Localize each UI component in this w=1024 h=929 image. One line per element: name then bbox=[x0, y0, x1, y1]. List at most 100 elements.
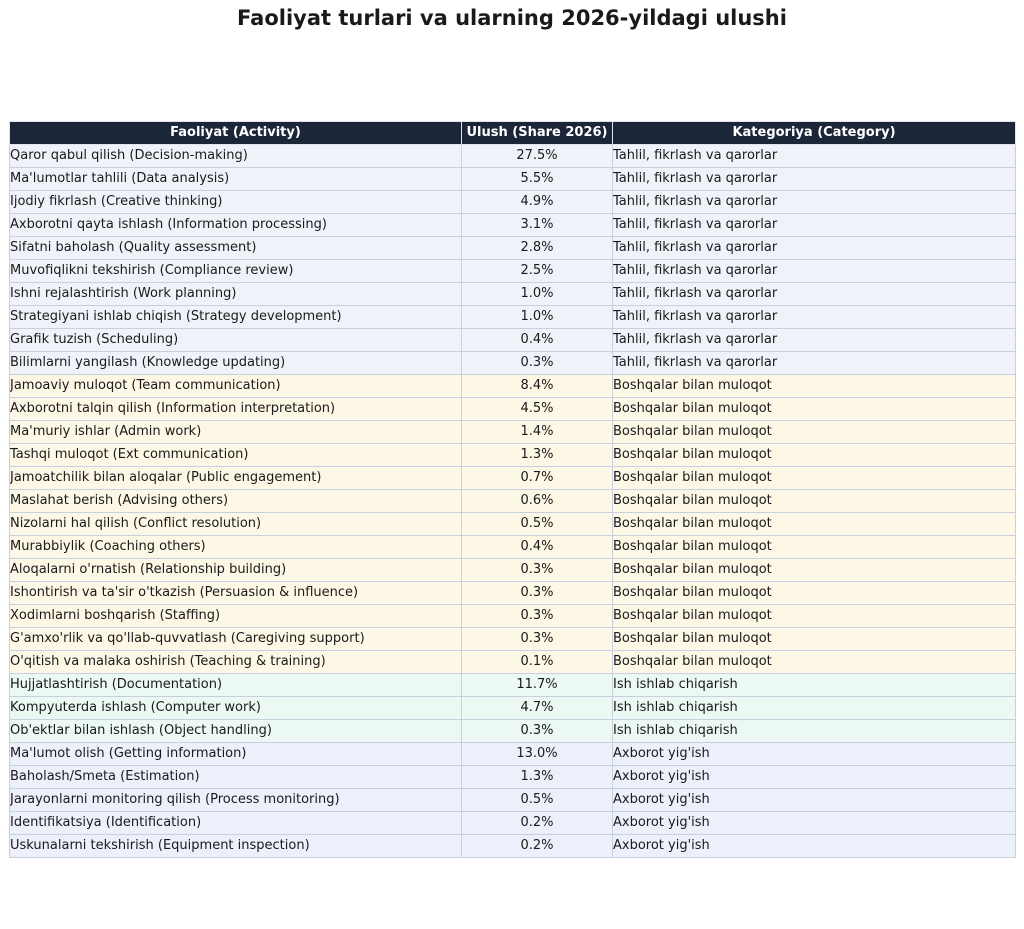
activity-cell: Ijodiy fikrlash (Creative thinking) bbox=[9, 190, 462, 214]
share-cell: 8.4% bbox=[461, 374, 613, 398]
table-row: G'amxo'rlik va qo'llab-quvvatlash (Careg… bbox=[9, 627, 1016, 651]
table-row: Muvofiqlikni tekshirish (Compliance revi… bbox=[9, 259, 1016, 283]
table-row: Ma'muriy ishlar (Admin work) 1.4% Boshqala… bbox=[9, 420, 1016, 444]
share-cell: 4.9% bbox=[461, 190, 613, 214]
share-cell: 0.2% bbox=[461, 811, 613, 835]
table-row: Bilimlarni yangilash (Knowledge updating… bbox=[9, 351, 1016, 375]
activity-cell: Ma'lumot olish (Getting information) bbox=[9, 742, 462, 766]
share-cell: 1.3% bbox=[461, 443, 613, 467]
category-cell: Tahlil, fikrlash va qarorlar bbox=[612, 144, 1016, 168]
category-cell: Axborot yig'ish bbox=[612, 811, 1016, 835]
table-row: Grafik tuzish (Scheduling) 0.4% Tahlil, fi… bbox=[9, 328, 1016, 352]
activity-cell: Sifatni baholash (Quality assessment) bbox=[9, 236, 462, 260]
category-cell: Boshqalar bilan muloqot bbox=[612, 581, 1016, 605]
activity-cell: Ma'muriy ishlar (Admin work) bbox=[9, 420, 462, 444]
category-cell: Boshqalar bilan muloqot bbox=[612, 466, 1016, 490]
activity-cell: Bilimlarni yangilash (Knowledge updating… bbox=[9, 351, 462, 375]
category-cell: Boshqalar bilan muloqot bbox=[612, 374, 1016, 398]
category-cell: Axborot yig'ish bbox=[612, 765, 1016, 789]
table-row: Jamoatchilik bilan aloqalar (Public enga… bbox=[9, 466, 1016, 490]
activity-cell: Maslahat berish (Advising others) bbox=[9, 489, 462, 513]
category-cell: Tahlil, fikrlash va qarorlar bbox=[612, 282, 1016, 306]
share-cell: 1.3% bbox=[461, 765, 613, 789]
share-cell: 0.3% bbox=[461, 351, 613, 375]
category-cell: Tahlil, fikrlash va qarorlar bbox=[612, 305, 1016, 329]
activity-cell: O'qitish va malaka oshirish (Teaching & … bbox=[9, 650, 462, 674]
table-row: O'qitish va malaka oshirish (Teaching & … bbox=[9, 650, 1016, 674]
share-cell: 0.2% bbox=[461, 834, 613, 858]
activity-cell: Aloqalarni o'rnatish (Relationship build… bbox=[9, 558, 462, 582]
activity-cell: Nizolarni hal qilish (Conflict resolutio… bbox=[9, 512, 462, 536]
share-cell: 11.7% bbox=[461, 673, 613, 697]
share-cell: 27.5% bbox=[461, 144, 613, 168]
category-cell: Boshqalar bilan muloqot bbox=[612, 650, 1016, 674]
share-cell: 2.8% bbox=[461, 236, 613, 260]
category-cell: Ish ishlab chiqarish bbox=[612, 673, 1016, 697]
share-cell: 2.5% bbox=[461, 259, 613, 283]
table-row: Ishni rejalashtirish (Work planning) 1.0%… bbox=[9, 282, 1016, 306]
share-cell: 0.5% bbox=[461, 512, 613, 536]
category-cell: Boshqalar bilan muloqot bbox=[612, 604, 1016, 628]
category-cell: Boshqalar bilan muloqot bbox=[612, 627, 1016, 651]
category-cell: Tahlil, fikrlash va qarorlar bbox=[612, 167, 1016, 191]
column-header-activity: Faoliyat (Activity) bbox=[9, 121, 462, 145]
table-row: Uskunalarni tekshirish (Equipment inspec… bbox=[9, 834, 1016, 858]
table-row: Ma'lumot olish (Getting information) 13.0… bbox=[9, 742, 1016, 766]
share-cell: 0.3% bbox=[461, 719, 613, 743]
table-header-row: Faoliyat (Activity) Ulush (Share 2026) K… bbox=[9, 121, 1016, 145]
share-cell: 0.3% bbox=[461, 604, 613, 628]
category-cell: Boshqalar bilan muloqot bbox=[612, 512, 1016, 536]
column-header-share: Ulush (Share 2026) bbox=[461, 121, 613, 145]
share-cell: 13.0% bbox=[461, 742, 613, 766]
category-cell: Ish ishlab chiqarish bbox=[612, 696, 1016, 720]
activity-cell: Jamoaviy muloqot (Team communication) bbox=[9, 374, 462, 398]
category-cell: Axborot yig'ish bbox=[612, 742, 1016, 766]
activity-cell: Baholash/Smeta (Estimation) bbox=[9, 765, 462, 789]
activity-cell: Axborotni talqin qilish (Information int… bbox=[9, 397, 462, 421]
share-cell: 3.1% bbox=[461, 213, 613, 237]
table-row: Maslahat berish (Advising others) 0.6% Bos… bbox=[9, 489, 1016, 513]
table-row: Aloqalarni o'rnatish (Relationship build… bbox=[9, 558, 1016, 582]
category-cell: Boshqalar bilan muloqot bbox=[612, 489, 1016, 513]
activity-cell: Kompyuterda ishlash (Computer work) bbox=[9, 696, 462, 720]
share-cell: 0.5% bbox=[461, 788, 613, 812]
table-row: Axborotni qayta ishlash (Information pro… bbox=[9, 213, 1016, 237]
share-cell: 0.7% bbox=[461, 466, 613, 490]
share-cell: 4.7% bbox=[461, 696, 613, 720]
category-cell: Tahlil, fikrlash va qarorlar bbox=[612, 236, 1016, 260]
chart-title: Faoliyat turlari va ularning 2026-yildag… bbox=[237, 6, 787, 30]
share-cell: 0.4% bbox=[461, 535, 613, 559]
table-row: Xodimlarni boshqarish (Staffing) 0.3% Bosh… bbox=[9, 604, 1016, 628]
category-cell: Boshqalar bilan muloqot bbox=[612, 535, 1016, 559]
category-cell: Tahlil, fikrlash va qarorlar bbox=[612, 259, 1016, 283]
share-cell: 5.5% bbox=[461, 167, 613, 191]
category-cell: Tahlil, fikrlash va qarorlar bbox=[612, 213, 1016, 237]
table-row: Ijodiy fikrlash (Creative thinking) 4.9% T… bbox=[9, 190, 1016, 214]
share-cell: 0.3% bbox=[461, 558, 613, 582]
table-row: Baholash/Smeta (Estimation) 1.3% Axborot y… bbox=[9, 765, 1016, 789]
activity-cell: Strategiyani ishlab chiqish (Strategy de… bbox=[9, 305, 462, 329]
column-header-category: Kategoriya (Category) bbox=[612, 121, 1016, 145]
activity-cell: Uskunalarni tekshirish (Equipment inspec… bbox=[9, 834, 462, 858]
table-row: Jarayonlarni monitoring qilish (Process … bbox=[9, 788, 1016, 812]
share-cell: 1.4% bbox=[461, 420, 613, 444]
table-row: Jamoaviy muloqot (Team communication) 8.4… bbox=[9, 374, 1016, 398]
share-cell: 4.5% bbox=[461, 397, 613, 421]
activity-cell: Jarayonlarni monitoring qilish (Process … bbox=[9, 788, 462, 812]
share-cell: 0.6% bbox=[461, 489, 613, 513]
activity-cell: Xodimlarni boshqarish (Staffing) bbox=[9, 604, 462, 628]
category-cell: Boshqalar bilan muloqot bbox=[612, 420, 1016, 444]
activity-share-table: Faoliyat (Activity) Ulush (Share 2026) K… bbox=[9, 121, 1016, 858]
category-cell: Axborot yig'ish bbox=[612, 788, 1016, 812]
table-row: Axborotni talqin qilish (Information int… bbox=[9, 397, 1016, 421]
share-cell: 0.3% bbox=[461, 627, 613, 651]
category-cell: Ish ishlab chiqarish bbox=[612, 719, 1016, 743]
activity-cell: Ishni rejalashtirish (Work planning) bbox=[9, 282, 462, 306]
table-row: Murabbiylik (Coaching others) 0.4% Boshqal… bbox=[9, 535, 1016, 559]
table-row: Strategiyani ishlab chiqish (Strategy de… bbox=[9, 305, 1016, 329]
category-cell: Axborot yig'ish bbox=[612, 834, 1016, 858]
activity-cell: Ishontirish va ta'sir o'tkazish (Persuas… bbox=[9, 581, 462, 605]
table-row: Ma'lumotlar tahlili (Data analysis) 5.5% T… bbox=[9, 167, 1016, 191]
category-cell: Tahlil, fikrlash va qarorlar bbox=[612, 351, 1016, 375]
activity-cell: Identifikatsiya (Identification) bbox=[9, 811, 462, 835]
